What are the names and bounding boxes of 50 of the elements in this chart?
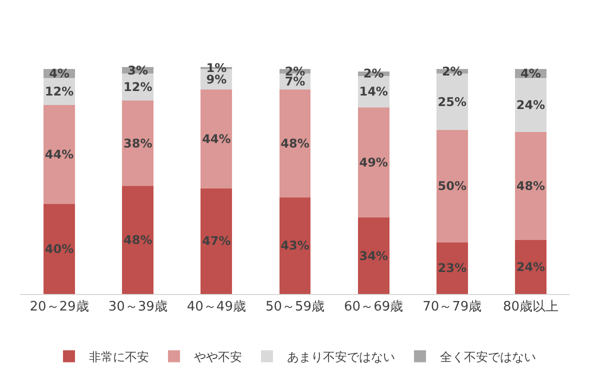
data-label: 48% bbox=[280, 136, 310, 150]
x-tick-label: 50～59歳 bbox=[265, 300, 325, 315]
data-label: 2% bbox=[442, 64, 462, 78]
data-label: 44% bbox=[202, 132, 231, 146]
x-tick-label: 30～39歳 bbox=[108, 300, 168, 315]
data-label: 38% bbox=[123, 136, 152, 150]
data-label: 12% bbox=[44, 84, 74, 99]
legend-label: 非常に不安 bbox=[89, 350, 149, 364]
x-tick-label: 20～29歳 bbox=[30, 300, 89, 315]
bar bbox=[200, 188, 232, 294]
bar bbox=[358, 107, 390, 218]
data-label: 7% bbox=[284, 74, 306, 89]
legend-label: やや不安 bbox=[194, 350, 242, 364]
data-label: 24% bbox=[516, 260, 546, 274]
bar bbox=[515, 78, 546, 132]
bar bbox=[122, 100, 154, 186]
data-label: 24% bbox=[516, 98, 546, 112]
data-label: 48% bbox=[123, 233, 152, 248]
bar bbox=[436, 242, 468, 294]
bar bbox=[44, 105, 75, 204]
data-label: 48% bbox=[516, 179, 546, 194]
x-tick-label: 40～49歳 bbox=[186, 300, 246, 315]
data-label: 3% bbox=[128, 63, 148, 78]
data-label: 50% bbox=[438, 179, 467, 194]
bar bbox=[358, 218, 390, 294]
data-label: 43% bbox=[280, 238, 310, 253]
x-tick-label: 80歳以上 bbox=[502, 300, 558, 315]
legend-label: 全く不安ではない bbox=[440, 350, 536, 364]
bar bbox=[279, 197, 311, 294]
data-label: 14% bbox=[359, 84, 388, 99]
data-label: 40% bbox=[44, 242, 74, 256]
bar bbox=[122, 186, 154, 294]
data-label: 23% bbox=[438, 261, 467, 276]
bar bbox=[515, 132, 546, 240]
legend-label: あまり不安ではない bbox=[287, 350, 395, 364]
bar bbox=[436, 130, 468, 242]
data-label: 25% bbox=[438, 94, 467, 109]
data-label: 4% bbox=[520, 66, 541, 81]
data-label: 49% bbox=[359, 155, 388, 170]
bar bbox=[515, 240, 546, 294]
bar bbox=[200, 89, 232, 188]
data-label: 12% bbox=[123, 80, 152, 94]
x-tick-label: 70～79歳 bbox=[422, 300, 482, 315]
data-label: 47% bbox=[202, 234, 231, 248]
data-label: 44% bbox=[44, 148, 74, 162]
data-label: 4% bbox=[49, 66, 70, 81]
x-tick-label: 60～69歳 bbox=[344, 300, 404, 315]
bar bbox=[279, 89, 311, 198]
data-label: 34% bbox=[359, 248, 388, 263]
bar bbox=[44, 204, 75, 294]
